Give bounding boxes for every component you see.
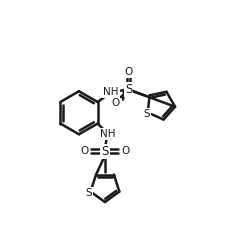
Text: O: O: [121, 146, 129, 156]
Text: NH: NH: [103, 87, 119, 97]
Text: S: S: [85, 188, 92, 198]
Text: O: O: [124, 67, 133, 77]
Text: S: S: [143, 109, 150, 119]
Text: S: S: [125, 83, 132, 96]
Text: O: O: [111, 98, 120, 108]
Text: S: S: [101, 145, 109, 158]
Text: NH: NH: [100, 129, 115, 139]
Text: O: O: [80, 146, 89, 156]
